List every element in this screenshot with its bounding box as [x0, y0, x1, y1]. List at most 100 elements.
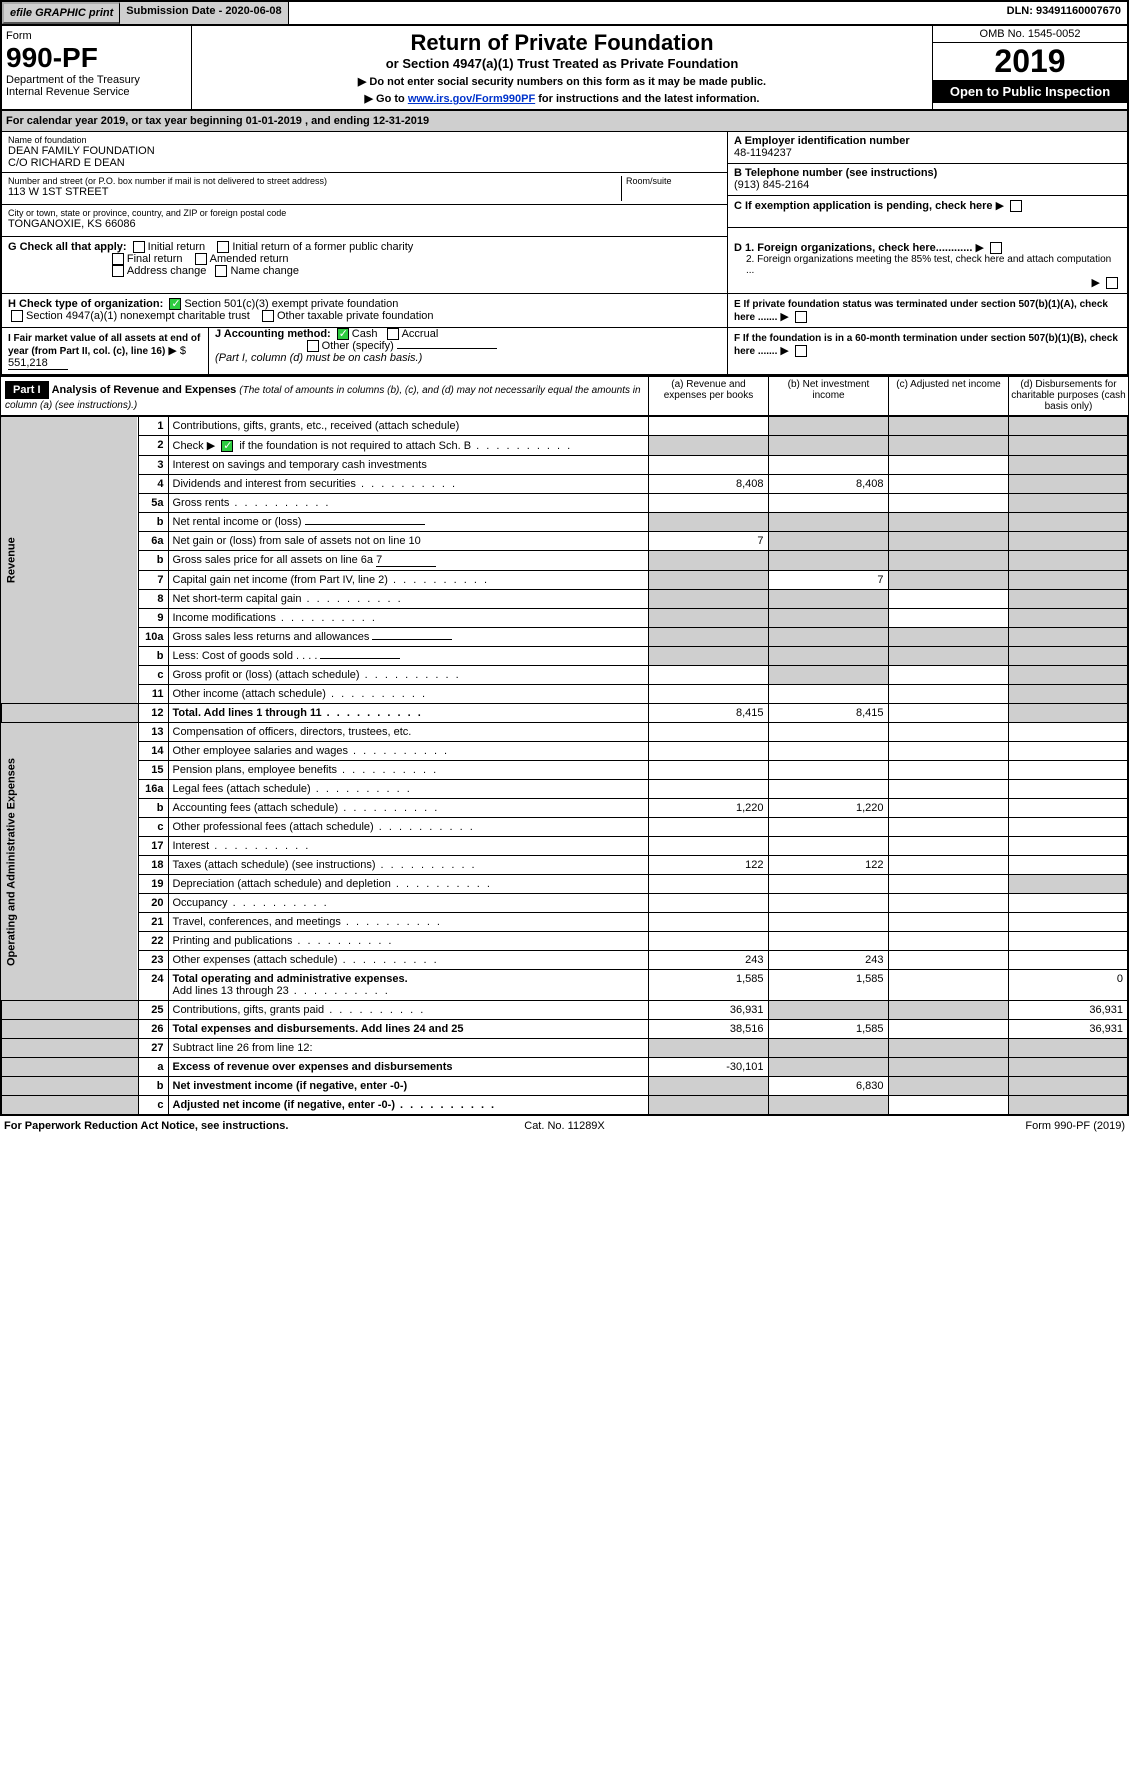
table-row: bNet rental income or (loss) — [1, 513, 1128, 532]
row-desc: Taxes (attach schedule) (see instruction… — [168, 856, 648, 875]
row-num: 15 — [138, 761, 168, 780]
cb-4947[interactable] — [11, 310, 23, 322]
irs: Internal Revenue Service — [6, 86, 187, 98]
row-num: 19 — [138, 875, 168, 894]
row-num: 23 — [138, 951, 168, 970]
foundation-name: DEAN FAMILY FOUNDATION — [8, 145, 721, 157]
cell-value: 36,931 — [1008, 1020, 1128, 1039]
g-name: Name change — [230, 265, 299, 277]
row-desc: Travel, conferences, and meetings — [168, 913, 648, 932]
row-desc: Net short-term capital gain — [168, 590, 648, 609]
table-row: 24Total operating and administrative exp… — [1, 970, 1128, 1001]
row-num: c — [138, 666, 168, 685]
form-ref: Form 990-PF (2019) — [751, 1120, 1125, 1132]
cb-501c3[interactable] — [169, 298, 181, 310]
cb-other-method[interactable] — [307, 340, 319, 352]
c-checkbox[interactable] — [1010, 200, 1022, 212]
cell-value: 1,585 — [768, 1020, 888, 1039]
row-num: 22 — [138, 932, 168, 951]
cb-amended[interactable] — [195, 253, 207, 265]
col-b-hdr: (b) Net investment income — [768, 377, 888, 415]
j-other: Other (specify) — [322, 340, 394, 352]
row-desc: Gross sales price for all assets on line… — [168, 551, 648, 571]
table-row: 20Occupancy — [1, 894, 1128, 913]
table-row: bNet investment income (if negative, ent… — [1, 1077, 1128, 1096]
col-a-hdr: (a) Revenue and expenses per books — [648, 377, 768, 415]
room-label: Room/suite — [626, 176, 721, 186]
cb-initial-former[interactable] — [217, 241, 229, 253]
cell-value: 122 — [648, 856, 768, 875]
row-num: 16a — [138, 780, 168, 799]
g-amended: Amended return — [210, 253, 289, 265]
cell-value: 8,415 — [648, 704, 768, 723]
form-subtitle: or Section 4947(a)(1) Trust Treated as P… — [200, 56, 924, 71]
table-row: 26Total expenses and disbursements. Add … — [1, 1020, 1128, 1039]
cb-cash[interactable] — [337, 328, 349, 340]
irs-link[interactable]: www.irs.gov/Form990PF — [408, 93, 535, 105]
pra-notice: For Paperwork Reduction Act Notice, see … — [4, 1120, 378, 1132]
row-num: 8 — [138, 590, 168, 609]
open-public: Open to Public Inspection — [933, 80, 1127, 103]
row-num: 20 — [138, 894, 168, 913]
d1-label: D 1. Foreign organizations, check here..… — [734, 242, 972, 254]
cell-value: 1,585 — [648, 970, 768, 1001]
co-line: C/O RICHARD E DEAN — [8, 157, 721, 169]
i-label: I Fair market value of all assets at end… — [8, 333, 200, 357]
cell-value: 0 — [1008, 970, 1128, 1001]
row-num: 9 — [138, 609, 168, 628]
cb-d1[interactable] — [990, 242, 1002, 254]
efile-button[interactable]: efile GRAPHIC print — [2, 2, 120, 24]
cell-value: 243 — [768, 951, 888, 970]
cb-f[interactable] — [795, 345, 807, 357]
cb-name-change[interactable] — [215, 265, 227, 277]
row-num: 13 — [138, 723, 168, 742]
col-d-hdr: (d) Disbursements for charitable purpose… — [1008, 377, 1128, 415]
addr-label: Number and street (or P.O. box number if… — [8, 176, 621, 186]
row-num: 5a — [138, 494, 168, 513]
j-note: (Part I, column (d) must be on cash basi… — [215, 352, 422, 364]
h-label: H Check type of organization: — [8, 298, 163, 310]
table-row: 23Other expenses (attach schedule)243243 — [1, 951, 1128, 970]
cb-other-tax[interactable] — [262, 310, 274, 322]
row-num: 17 — [138, 837, 168, 856]
j-cash: Cash — [352, 328, 378, 340]
row-num: c — [138, 818, 168, 837]
cb-accrual[interactable] — [387, 328, 399, 340]
form-title: Return of Private Foundation — [200, 30, 924, 56]
row-num: 27 — [138, 1039, 168, 1058]
cb-final[interactable] — [112, 253, 124, 265]
table-row: 12Total. Add lines 1 through 118,4158,41… — [1, 704, 1128, 723]
inline-value: 7 — [376, 554, 436, 567]
info-block: Name of foundation DEAN FAMILY FOUNDATIO… — [0, 132, 1129, 237]
cat-no: Cat. No. 11289X — [378, 1120, 752, 1132]
dept: Department of the Treasury — [6, 74, 187, 86]
table-row: 22Printing and publications — [1, 932, 1128, 951]
row-desc: Contributions, gifts, grants paid — [168, 1001, 648, 1020]
note2-pre: ▶ Go to — [365, 93, 408, 105]
tax-year: 2019 — [933, 43, 1127, 80]
note2-post: for instructions and the latest informat… — [535, 93, 759, 105]
row-num: 21 — [138, 913, 168, 932]
i-value: 551,218 — [8, 357, 68, 370]
j-accrual: Accrual — [402, 328, 439, 340]
row-desc: Gross sales less returns and allowances — [168, 628, 648, 647]
e-label: E If private foundation status was termi… — [734, 299, 1108, 323]
table-row: Revenue 1Contributions, gifts, grants, e… — [1, 417, 1128, 436]
row-desc: Adjusted net income (if negative, enter … — [168, 1096, 648, 1115]
h-4947: Section 4947(a)(1) nonexempt charitable … — [26, 310, 250, 322]
h-row: H Check type of organization: Section 50… — [0, 294, 1129, 328]
cb-addr-change[interactable] — [112, 265, 124, 277]
table-row: 15Pension plans, employee benefits — [1, 761, 1128, 780]
row-num: 11 — [138, 685, 168, 704]
cb-d2[interactable] — [1106, 277, 1118, 289]
cb-schb[interactable] — [221, 440, 233, 452]
row-desc: Check ▶ if the foundation is not require… — [168, 436, 648, 456]
cb-e[interactable] — [795, 311, 807, 323]
table-row: 9Income modifications — [1, 609, 1128, 628]
cb-initial[interactable] — [133, 241, 145, 253]
goto-note: ▶ Go to www.irs.gov/Form990PF for instru… — [200, 92, 924, 105]
form-number: 990-PF — [6, 42, 187, 74]
row-num: 26 — [138, 1020, 168, 1039]
row-desc: Occupancy — [168, 894, 648, 913]
cy-begin: 01-01-2019 — [246, 115, 302, 127]
